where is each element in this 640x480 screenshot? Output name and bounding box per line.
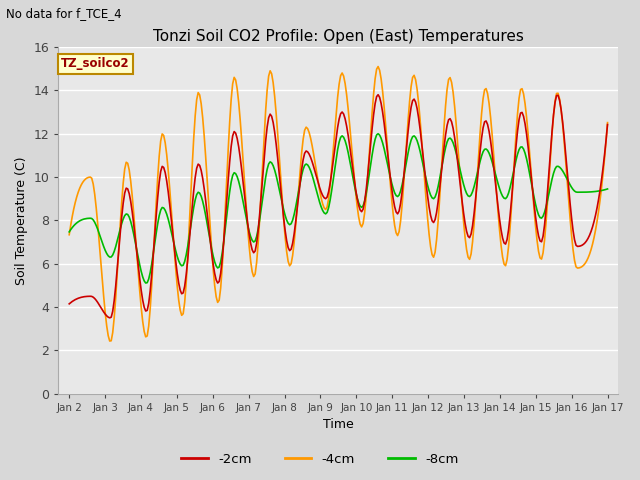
-4cm <box>65 232 73 238</box>
-2cm <box>227 144 235 149</box>
-8cm <box>577 189 584 195</box>
-8cm <box>245 228 253 234</box>
Text: TZ_soilco2: TZ_soilco2 <box>61 58 130 71</box>
-2cm <box>254 228 262 233</box>
-8cm <box>131 239 139 245</box>
-4cm <box>227 96 235 102</box>
-8cm <box>604 186 611 192</box>
-4cm <box>374 64 382 70</box>
-2cm <box>374 92 382 97</box>
-2cm <box>65 301 73 307</box>
-4cm <box>302 124 310 130</box>
X-axis label: Time: Time <box>323 419 354 432</box>
Line: -8cm: -8cm <box>69 134 607 283</box>
Title: Tonzi Soil CO2 Profile: Open (East) Temperatures: Tonzi Soil CO2 Profile: Open (East) Temp… <box>153 29 524 44</box>
-8cm <box>374 131 382 137</box>
-8cm <box>65 229 73 235</box>
-4cm <box>106 338 113 344</box>
-2cm <box>133 249 141 254</box>
-8cm <box>227 179 235 185</box>
-4cm <box>577 264 584 270</box>
-8cm <box>142 280 150 286</box>
-4cm <box>254 240 262 246</box>
Line: -4cm: -4cm <box>69 67 607 341</box>
-4cm <box>133 249 141 255</box>
-8cm <box>302 161 310 167</box>
-2cm <box>302 148 310 154</box>
-8cm <box>254 226 262 232</box>
Text: No data for f_TCE_4: No data for f_TCE_4 <box>6 7 122 20</box>
-2cm <box>577 243 584 249</box>
-2cm <box>106 315 113 321</box>
-2cm <box>604 122 611 128</box>
-4cm <box>604 120 611 125</box>
Y-axis label: Soil Temperature (C): Soil Temperature (C) <box>15 156 28 285</box>
Legend: -2cm, -4cm, -8cm: -2cm, -4cm, -8cm <box>176 447 464 471</box>
-2cm <box>245 231 253 237</box>
-4cm <box>245 243 253 249</box>
Line: -2cm: -2cm <box>69 95 607 318</box>
